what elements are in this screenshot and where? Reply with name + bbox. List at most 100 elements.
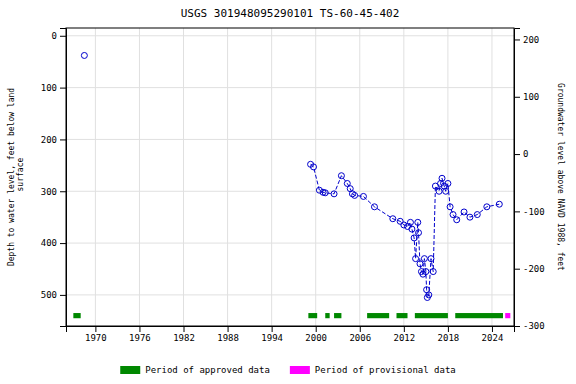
series-marker	[439, 175, 445, 181]
tick: 100	[514, 92, 539, 102]
legend-label: Period of provisional data	[315, 365, 456, 375]
legend-item: Period of provisional data	[290, 365, 456, 375]
grid-line	[271, 28, 272, 326]
series-marker	[421, 256, 427, 262]
plot: 1970197619821988199420002006201220182024…	[7, 28, 565, 343]
tick-label: 500	[41, 290, 57, 300]
grid-line	[183, 28, 184, 326]
tick: -300	[514, 321, 545, 331]
series-marker	[352, 192, 358, 198]
series-marker	[371, 204, 377, 210]
period-bar	[415, 313, 448, 318]
series-marker	[423, 269, 429, 275]
axis-line	[67, 327, 515, 333]
tick: 200	[41, 135, 66, 145]
series-marker	[416, 230, 422, 236]
tick-mark	[139, 326, 140, 332]
tick-mark	[514, 97, 520, 98]
tick-label: 1994	[261, 333, 283, 343]
grid-line	[95, 28, 96, 326]
period-bar	[396, 313, 407, 318]
series-marker	[401, 222, 407, 228]
period-bar	[334, 313, 341, 318]
grid-line	[66, 35, 514, 36]
grid-line	[227, 28, 228, 326]
tick-mark	[316, 326, 317, 332]
tick-label: 300	[41, 187, 57, 197]
tick: -200	[514, 264, 545, 274]
tick-label: 2024	[482, 333, 504, 343]
legend-swatch	[290, 366, 310, 374]
period-bar	[505, 313, 510, 318]
series-marker	[390, 216, 396, 222]
tick-label: 200	[523, 35, 539, 45]
series-marker	[467, 214, 473, 220]
plot-frame	[66, 28, 514, 326]
tick-label: -100	[523, 207, 545, 217]
chart: 1970197619821988199420002006201220182024…	[0, 0, 576, 384]
tick-label: 100	[41, 83, 57, 93]
tick-label: 1988	[217, 333, 239, 343]
grid-line	[491, 28, 492, 326]
tick: 2024	[482, 326, 504, 343]
tick: -100	[514, 207, 545, 217]
series-marker	[417, 261, 423, 267]
tick-mark	[514, 211, 520, 212]
tick-mark	[60, 243, 66, 244]
tick: 400	[41, 238, 66, 248]
tick: 200	[514, 35, 539, 45]
tick: 300	[41, 187, 66, 197]
series-marker	[411, 235, 417, 241]
grid-line	[66, 87, 514, 88]
tick-mark	[514, 39, 520, 40]
grid	[66, 28, 514, 326]
y2-axis: 200 100 0 -100 -200 -300	[514, 29, 545, 332]
tick-mark	[514, 326, 520, 327]
period-bar	[367, 313, 389, 318]
series-marker	[484, 204, 490, 210]
series-marker	[430, 269, 436, 275]
tick-label: 1970	[85, 333, 107, 343]
series-marker	[496, 201, 502, 207]
grid-line	[359, 28, 360, 326]
tick: 1994	[261, 326, 283, 343]
title: USGS 301948095290101 TS-60-45-402	[181, 7, 400, 20]
axis-line	[515, 29, 521, 327]
series-marker	[331, 191, 337, 197]
tick-label: 400	[41, 238, 57, 248]
series-marker	[443, 188, 449, 194]
tick: 0	[514, 149, 528, 159]
grid-line	[66, 294, 514, 295]
series-marker	[461, 209, 467, 215]
axis-line	[60, 29, 67, 327]
series-marker	[436, 188, 442, 194]
marks	[73, 52, 510, 318]
series-marker	[454, 217, 460, 223]
tick-label: -200	[523, 264, 545, 274]
y-axis-label: Depth to water level, feet below land su…	[7, 88, 25, 266]
tick-label: -300	[523, 321, 545, 331]
legend-label: Period of approved data	[145, 365, 270, 375]
tick: 2012	[393, 326, 415, 343]
tick-label: 0	[52, 31, 57, 41]
series-marker	[426, 292, 432, 298]
tick-mark	[60, 36, 66, 37]
tick-label: 0	[523, 149, 528, 159]
series-marker	[397, 218, 403, 224]
legend: Period of approved data Period of provisi…	[120, 365, 456, 375]
tick-mark	[228, 326, 229, 332]
legend-item: Period of approved data	[120, 365, 270, 375]
x-axis: 1970197619821988199420002006201220182024	[67, 326, 515, 343]
tick-mark	[492, 326, 493, 332]
y-axis: 0 100 200 300 400 500	[41, 29, 67, 327]
tick: 1988	[217, 326, 239, 343]
series-line	[311, 164, 500, 297]
tick-label: 2000	[305, 333, 327, 343]
grid-line	[66, 243, 514, 244]
tick-label: 200	[41, 135, 57, 145]
tick-mark	[272, 326, 273, 332]
tick-mark	[404, 326, 405, 332]
series-marker	[447, 204, 453, 210]
tick-mark	[184, 326, 185, 332]
tick-label: 1982	[173, 333, 195, 343]
